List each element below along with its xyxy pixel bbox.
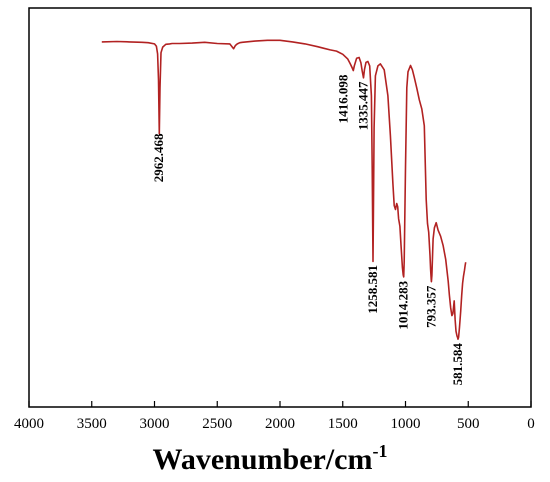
peak-label: 1258.581	[365, 265, 380, 314]
x-axis-title-superscript: -1	[372, 441, 387, 461]
peak-annotations-group: 2962.468 1416.098 1335.447 1258.581 1014.283…	[151, 74, 465, 385]
peak-label: 581.584	[450, 343, 465, 386]
peak-label: 793.357	[423, 285, 438, 328]
x-tick-label: 3000	[140, 416, 170, 432]
peak-label: 1335.447	[355, 81, 370, 130]
x-axis-title: Wavenumber/cm-1	[153, 441, 388, 476]
x-tick-label: 2500	[202, 416, 232, 432]
peak-label: 1014.283	[396, 280, 411, 329]
x-tick-label: 3500	[77, 416, 107, 432]
x-tick-label: 0	[527, 416, 535, 432]
axes-group: 4000 3500 3000 2500 2000 1500 1000 500 0	[14, 7, 535, 432]
x-tick-label: 1000	[391, 416, 421, 432]
x-tick-label: 2000	[265, 416, 295, 432]
x-tick-label: 1500	[328, 416, 358, 432]
x-axis-title-main: Wavenumber/cm	[153, 443, 373, 476]
x-tick-label: 500	[457, 416, 480, 432]
spectrum-group	[101, 39, 467, 341]
spectrum-line	[101, 39, 467, 341]
peak-label: 2962.468	[151, 133, 166, 182]
peak-label: 1416.098	[335, 74, 350, 123]
x-tick-label: 4000	[14, 416, 44, 432]
